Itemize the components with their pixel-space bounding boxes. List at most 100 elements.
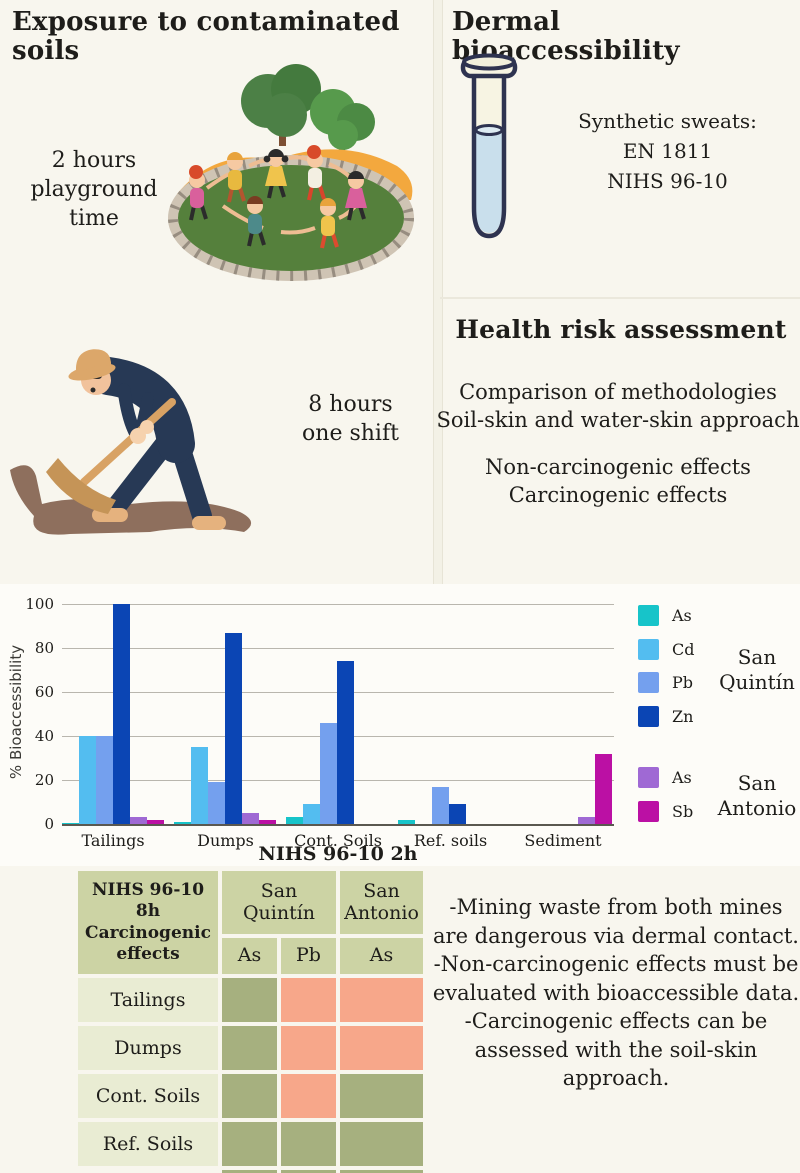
bar-chart-plot: 0 20 40 60 80 100: [25, 595, 614, 833]
table-data-cell: [222, 1026, 277, 1070]
table-data-cell: [222, 978, 277, 1022]
legend-site-line: San: [737, 771, 777, 795]
table-data-cell: [222, 1122, 277, 1166]
bar: [225, 632, 242, 824]
health-panel-title: Health risk assessment: [455, 315, 787, 344]
legend-site-line: Quintín: [719, 670, 795, 694]
legend-swatch: [638, 638, 659, 660]
miner-caption-line: 8 hours: [308, 392, 393, 417]
table-corner-line: effects: [116, 943, 180, 964]
table-sub-header: Pb: [281, 938, 336, 974]
x-tick-label: Tailings: [81, 831, 145, 850]
legend-label: Sb: [672, 801, 694, 821]
legend-label: Zn: [672, 706, 694, 726]
legend-site-line: Antonio: [717, 796, 797, 820]
bar: [191, 747, 208, 824]
sweat-line: Synthetic sweats:: [578, 109, 757, 133]
bar: [320, 722, 337, 824]
table-corner-line: NIHS 96-10 8h: [91, 880, 205, 922]
bar: [242, 813, 259, 824]
x-tick-label: Dumps: [197, 831, 254, 850]
legend-label: As: [672, 768, 692, 787]
panel-vertical-divider: [433, 0, 443, 584]
table-data-cell: [281, 1074, 336, 1118]
miner-caption-line: one shift: [302, 421, 399, 447]
y-tick-label: 0: [44, 815, 54, 833]
y-tick-label: 80: [34, 639, 54, 657]
bar: [79, 736, 96, 824]
table-data-cell: [281, 1026, 336, 1070]
bar-group: [174, 603, 276, 824]
legend-label: As: [672, 606, 692, 625]
legend-site-label: San Quintín: [714, 645, 800, 695]
x-tick-label: Sediment: [524, 831, 602, 850]
bar: [147, 819, 164, 824]
bar: [595, 753, 612, 824]
table-cutoff-cell: [281, 1170, 336, 1173]
table-sub-header: As: [222, 938, 277, 974]
health-line-2: Soil-skin and water-skin approach: [436, 408, 800, 432]
y-tick-label: 40: [34, 727, 54, 745]
conclusion-line: -Mining waste from both mines are danger…: [433, 895, 799, 948]
chart-y-axis-title: % Bioaccessibility: [7, 644, 25, 780]
bar: [259, 819, 276, 824]
grid-line: [62, 604, 614, 605]
bar: [303, 804, 320, 824]
bar: [174, 821, 191, 824]
playground-children-illustration: [168, 64, 414, 281]
legend-swatch: [638, 767, 659, 788]
bar: [432, 786, 449, 824]
grid-line: [62, 648, 614, 649]
results-table: NIHS 96-10 8h Carcinogenic effects San Quin…: [78, 871, 426, 1173]
legend-label: Cd: [672, 639, 695, 659]
table-data-cell: [340, 1026, 423, 1070]
miner-caption: 8 hours one shift: [268, 390, 433, 448]
bar-groups: [62, 603, 614, 824]
table-sub-header: As: [340, 938, 423, 974]
table-cutoff-cell: [222, 1170, 277, 1173]
health-line-4: Carcinogenic effects: [508, 483, 728, 507]
table-corner-line: Carcinogenic: [85, 922, 211, 943]
bar: [286, 817, 303, 824]
legend-site-label: San Antonio: [714, 771, 800, 821]
bar-group: [398, 603, 500, 824]
x-tick-label: Cont. Soils: [294, 831, 382, 850]
synthetic-sweats-text: Synthetic sweats: EN 1811 NIHS 96-10: [540, 106, 795, 196]
playground-caption: 2 hours playground time: [14, 146, 174, 233]
bar: [337, 661, 354, 824]
bar: [449, 804, 466, 824]
playground-caption-line: time: [69, 206, 119, 232]
table-corner-header: NIHS 96-10 8h Carcinogenic effects: [78, 871, 218, 974]
table-data-cell: [281, 1122, 336, 1166]
bar: [113, 604, 130, 824]
legend-label: Pb: [672, 673, 694, 692]
miner-illustration: [10, 349, 252, 535]
bar: [578, 817, 595, 824]
legend-swatch: [638, 605, 659, 626]
bar-group: [62, 603, 164, 824]
table-row-label: Ref. Soils: [78, 1122, 218, 1166]
bar: [62, 822, 79, 824]
bar: [208, 782, 225, 824]
health-line-3: Non-carcinogenic effects: [485, 455, 751, 479]
bar: [398, 819, 415, 824]
health-line-1: Comparison of methodologies: [459, 380, 777, 404]
test-tube-icon: [460, 53, 518, 239]
bar: [130, 817, 147, 824]
chart-legend: As Cd Pb Zn San Quintín As Sb San Antonio: [628, 601, 800, 833]
conclusions-text: -Mining waste from both mines are danger…: [430, 893, 800, 1093]
conclusion-line: -Non-carcinogenic effects must be evalua…: [432, 952, 800, 1005]
chart-x-axis-labels: Tailings Dumps Cont. Soils Ref. soils Sedime…: [62, 829, 614, 850]
sweat-line: NIHS 96-10: [607, 169, 728, 193]
bar: [96, 736, 113, 824]
table-row-label: Tailings: [78, 978, 218, 1022]
y-tick-label: 100: [25, 595, 54, 613]
table-data-cell: [222, 1074, 277, 1118]
legend-swatch: [638, 672, 659, 693]
table-group-header: San Quintín: [222, 871, 336, 934]
table-data-cell: [340, 978, 423, 1022]
table-data-cell: [281, 978, 336, 1022]
legend-swatch: [638, 800, 659, 822]
table-row-label: Dumps: [78, 1026, 218, 1070]
